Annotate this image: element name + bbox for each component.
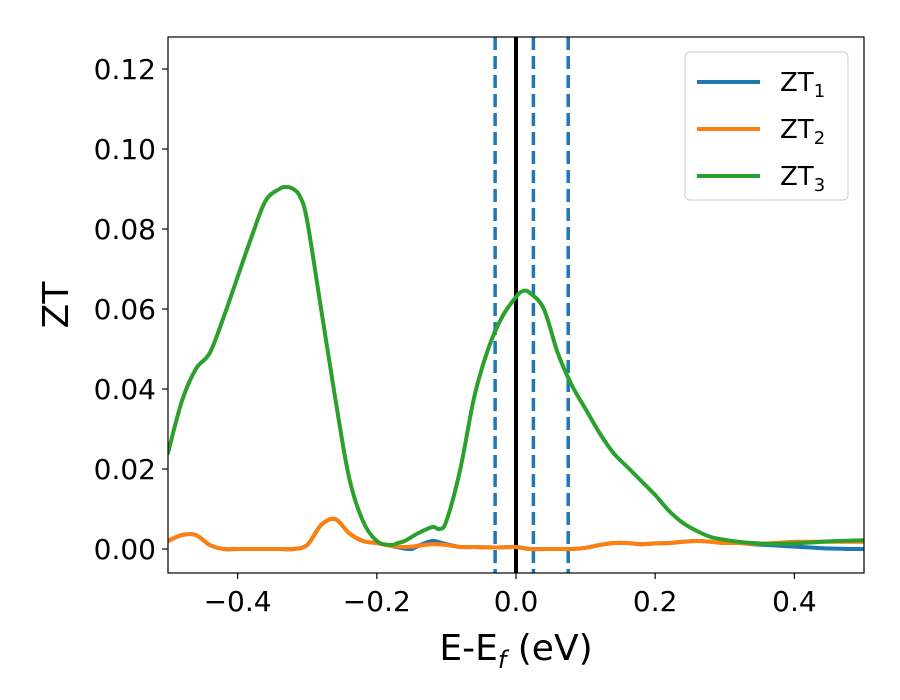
legend-label-zt1: ZT1: [780, 68, 825, 102]
legend: ZT1 ZT2 ZT3: [684, 51, 849, 201]
x-axis-ticks: −0.4 −0.2 0.0 0.2 0.4: [204, 573, 817, 618]
y-tick-label: 0.02: [94, 453, 156, 486]
series-line-zt3: [168, 184, 864, 548]
y-axis-ticks: 0.00 0.02 0.04 0.06 0.08 0.10 0.12: [94, 53, 168, 566]
x-tick-label: −0.2: [343, 585, 411, 618]
series-layer: [168, 184, 864, 552]
legend-label-subscript: 1: [814, 81, 825, 102]
x-tick-label: 0.4: [772, 585, 817, 618]
legend-box: [684, 51, 849, 201]
x-axis-label-unit: (eV): [506, 628, 592, 669]
y-tick-label: 0.06: [94, 293, 156, 326]
y-tick-label: 0.04: [94, 373, 156, 406]
legend-label-zt2: ZT2: [780, 115, 825, 149]
legend-label-zt3: ZT3: [780, 162, 825, 196]
x-tick-label: 0.2: [633, 585, 678, 618]
y-tick-label: 0.12: [94, 53, 156, 86]
y-axis-label: ZT: [36, 281, 77, 329]
legend-label-subscript: 2: [814, 128, 825, 149]
y-tick-label: 0.10: [94, 133, 156, 166]
reference-lines: [493, 37, 570, 573]
x-tick-label: −0.4: [204, 585, 272, 618]
x-tick-label: 0.0: [494, 585, 539, 618]
y-tick-label: 0.08: [94, 213, 156, 246]
y-tick-label: 0.00: [94, 533, 156, 566]
legend-label-subscript: 3: [814, 175, 825, 196]
x-axis-label: E-Ef (eV): [439, 628, 592, 674]
